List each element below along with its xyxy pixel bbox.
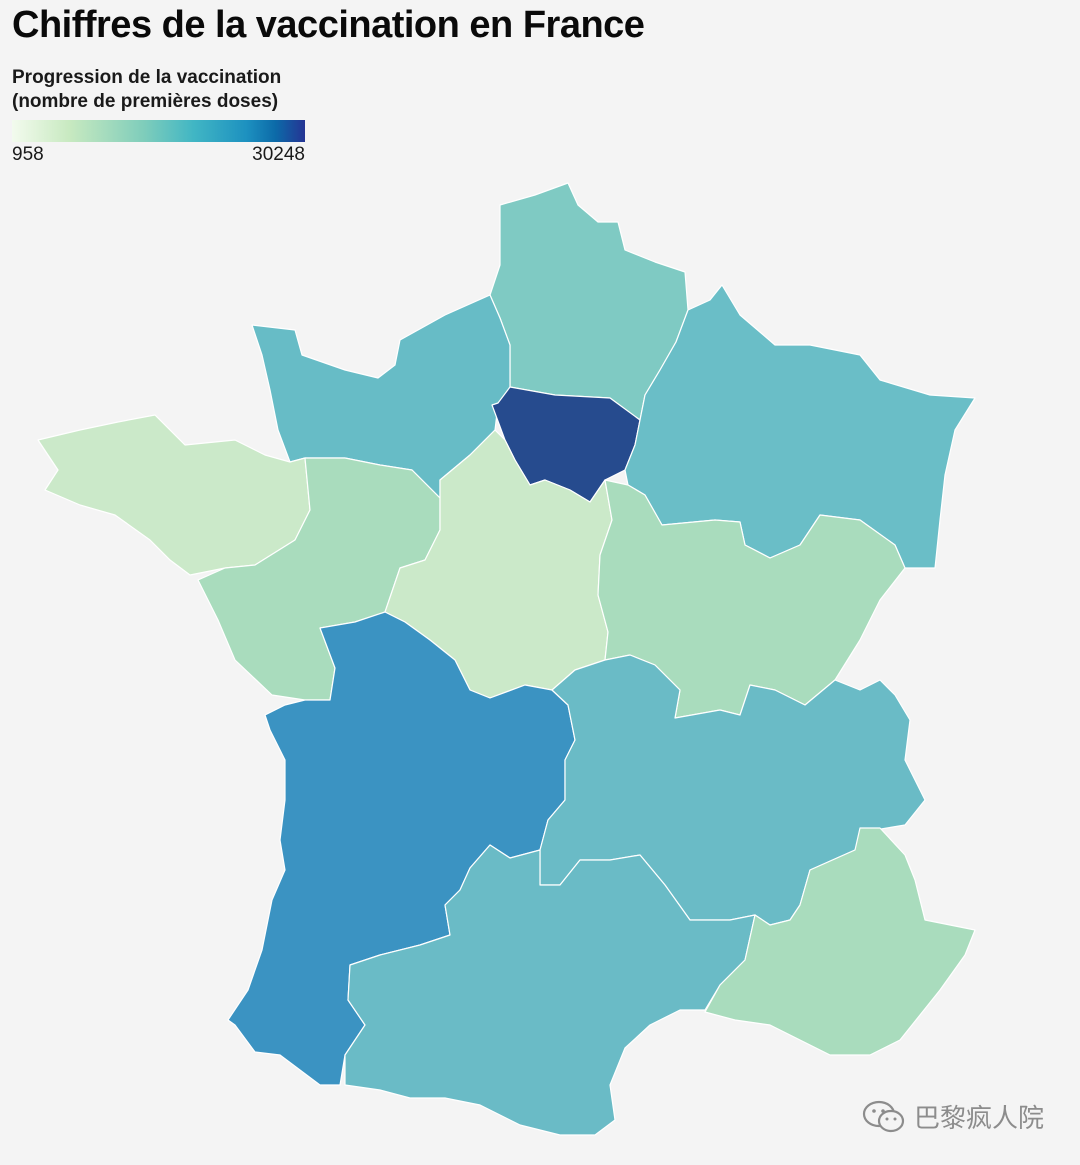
wechat-icon xyxy=(862,1100,905,1132)
legend: Progression de la vaccination (nombre de… xyxy=(12,66,305,166)
watermark: 巴黎疯人院 xyxy=(862,1098,1044,1135)
legend-color-scale xyxy=(12,120,305,142)
legend-labels: 958 30248 xyxy=(12,144,305,166)
page-title: Chiffres de la vaccination en France xyxy=(12,4,645,46)
legend-min-label: 958 xyxy=(12,144,44,165)
legend-title-line2: (nombre de premières doses) xyxy=(12,91,279,112)
watermark-text: 巴黎疯人院 xyxy=(914,1104,1045,1134)
legend-title-line1: Progression de la vaccination xyxy=(12,67,282,88)
legend-title: Progression de la vaccination (nombre de… xyxy=(12,66,305,114)
region-bretagne[interactable] xyxy=(37,414,311,576)
region-provence-alpes-cote-dazur[interactable] xyxy=(704,827,976,1056)
legend-max-label: 30248 xyxy=(252,144,305,165)
